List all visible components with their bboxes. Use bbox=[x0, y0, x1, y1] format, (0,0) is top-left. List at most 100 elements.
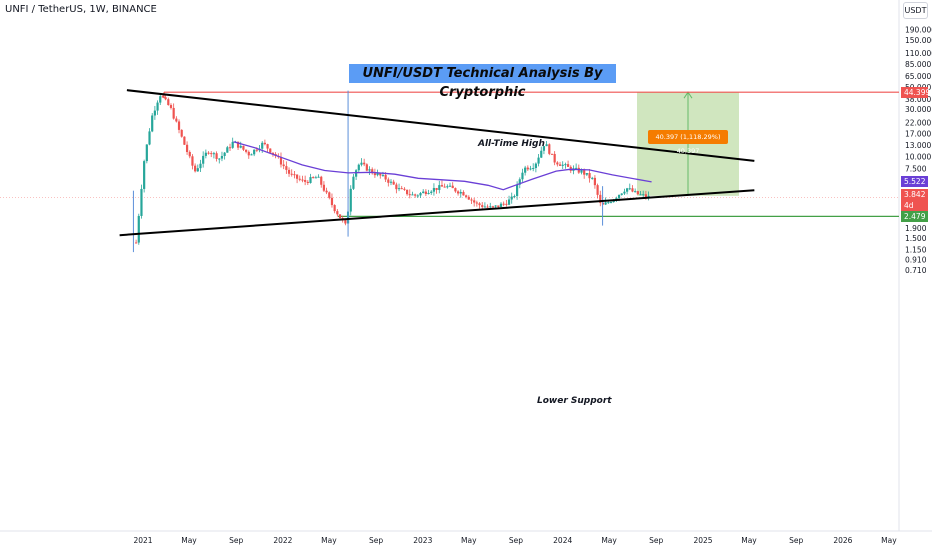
candle-body bbox=[140, 188, 143, 216]
candle-body bbox=[553, 153, 556, 163]
candle-body bbox=[524, 167, 527, 173]
candle-body bbox=[194, 165, 197, 172]
candle-body bbox=[486, 206, 489, 208]
candle-body bbox=[161, 96, 165, 98]
x-tick-label: May bbox=[741, 536, 757, 545]
y-tick-label: 0.710 bbox=[905, 266, 927, 275]
candle-body bbox=[263, 142, 266, 145]
symbol-label[interactable]: UNFI / TetherUS, 1W, BINANCE bbox=[5, 4, 157, 15]
x-tick-label: May bbox=[461, 536, 477, 545]
chart-title: UNFI/USDT Technical Analysis By Cryptorp… bbox=[349, 64, 616, 100]
currency-button[interactable]: USDT bbox=[903, 2, 928, 19]
x-tick-label: 2023 bbox=[413, 536, 432, 545]
candle-body bbox=[564, 164, 567, 166]
candle-body bbox=[290, 173, 293, 175]
candle-body bbox=[295, 174, 299, 179]
x-tick-label: 2021 bbox=[133, 536, 152, 545]
candle-body bbox=[309, 177, 312, 183]
candle-body bbox=[338, 214, 342, 219]
candle-body bbox=[454, 188, 457, 192]
price-badge-support: 2.479 bbox=[901, 210, 928, 222]
candle-body bbox=[365, 164, 368, 171]
candle-body bbox=[419, 193, 422, 196]
candle-body bbox=[497, 205, 500, 207]
x-tick-label: Sep bbox=[509, 536, 523, 545]
candle-body bbox=[609, 202, 613, 204]
price-badge-ath: 44.399 bbox=[901, 86, 930, 98]
candle-body bbox=[403, 188, 406, 190]
candle-body bbox=[247, 151, 250, 156]
x-tick-label: May bbox=[601, 536, 617, 545]
y-tick-label: 30.000 bbox=[905, 105, 931, 114]
candle-body bbox=[376, 173, 379, 176]
candle-body bbox=[333, 205, 336, 212]
candle-body bbox=[540, 150, 543, 158]
candle-body bbox=[231, 141, 234, 148]
candle-body bbox=[593, 177, 597, 186]
candle-body bbox=[575, 167, 578, 169]
candle-body bbox=[269, 148, 272, 153]
candle-body bbox=[204, 152, 207, 156]
candle-body bbox=[387, 179, 390, 183]
candle-body bbox=[545, 144, 548, 147]
candle-body bbox=[548, 144, 551, 154]
candle-body bbox=[596, 185, 599, 195]
candle-body bbox=[191, 156, 194, 166]
candle-body bbox=[558, 164, 562, 166]
candle-body bbox=[293, 174, 296, 176]
candle-body bbox=[320, 176, 323, 185]
candle-body bbox=[271, 152, 275, 155]
candle-body bbox=[642, 194, 645, 196]
candle-body bbox=[349, 188, 352, 212]
candle-body bbox=[634, 191, 637, 193]
candle-body bbox=[623, 191, 626, 194]
candle-body bbox=[312, 177, 315, 179]
candle-body bbox=[405, 189, 409, 195]
candle-body bbox=[239, 145, 242, 148]
candle-body bbox=[169, 105, 173, 108]
x-tick-label: 2024 bbox=[553, 536, 572, 545]
y-tick-label: 0.910 bbox=[905, 255, 927, 264]
upper-trendline bbox=[126, 89, 755, 162]
candle-body bbox=[416, 195, 419, 197]
candle-body bbox=[185, 144, 189, 153]
candle-body bbox=[397, 188, 401, 190]
candle-body bbox=[491, 206, 495, 208]
candle-body bbox=[242, 145, 245, 150]
y-tick-label: 17.000 bbox=[905, 129, 931, 138]
candle-body bbox=[392, 181, 395, 185]
candle-body bbox=[215, 153, 218, 159]
candle-body bbox=[135, 242, 138, 244]
candle-body bbox=[550, 153, 554, 155]
candle-body bbox=[644, 194, 647, 198]
candle-body bbox=[379, 173, 382, 176]
candle-body bbox=[483, 206, 487, 208]
y-tick-label: 190.000 bbox=[905, 26, 932, 35]
candle-body bbox=[322, 184, 326, 191]
candle-body bbox=[330, 197, 334, 206]
candle-body bbox=[381, 174, 385, 176]
candle-body bbox=[580, 170, 583, 173]
candle-body bbox=[250, 154, 253, 156]
candle-body bbox=[583, 170, 586, 175]
candle-body bbox=[282, 164, 285, 167]
candle-body bbox=[355, 170, 358, 177]
candle-body bbox=[448, 185, 452, 187]
candle-body bbox=[465, 195, 468, 197]
candle-body bbox=[306, 181, 309, 183]
candle-body bbox=[373, 173, 376, 176]
candle-body bbox=[153, 110, 156, 116]
candle-body bbox=[628, 188, 631, 190]
candle-body bbox=[470, 199, 473, 201]
x-tick-label: May bbox=[321, 536, 337, 545]
x-tick-label: May bbox=[181, 536, 197, 545]
candle-body bbox=[432, 187, 436, 192]
candle-body bbox=[513, 196, 516, 198]
candle-body bbox=[301, 179, 304, 181]
y-tick-label: 22.000 bbox=[905, 118, 931, 127]
candle-body bbox=[647, 195, 650, 198]
candle-body bbox=[577, 167, 580, 173]
candle-body bbox=[159, 96, 162, 103]
candle-body bbox=[556, 162, 559, 165]
candle-body bbox=[167, 99, 170, 106]
